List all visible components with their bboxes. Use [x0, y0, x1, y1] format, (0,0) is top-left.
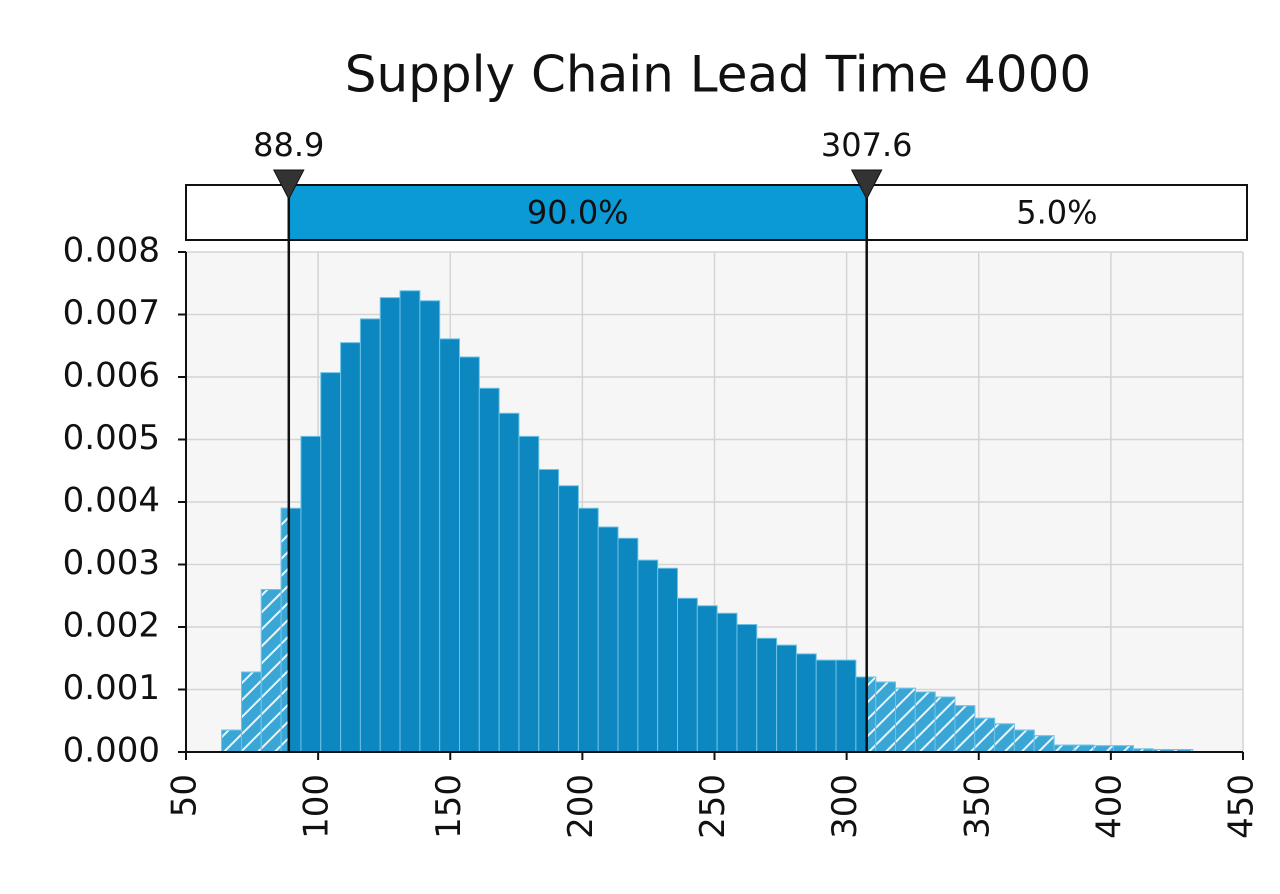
- bar: [577, 507, 599, 753]
- band-label: 90.0%: [527, 194, 629, 232]
- delimiter-label: 307.6: [821, 126, 913, 164]
- x-tick-label: 50: [165, 774, 205, 817]
- delimiter-marker: [272, 169, 305, 201]
- bar: [498, 412, 520, 753]
- x-tick-label: 400: [1089, 774, 1129, 839]
- hatch: [221, 729, 242, 753]
- bar: [776, 644, 797, 753]
- y-tick-label: 0.005: [63, 418, 160, 458]
- bar: [736, 624, 758, 753]
- bar: [340, 342, 361, 753]
- bar: [637, 559, 659, 753]
- bar: [300, 435, 322, 753]
- chart-title: Supply Chain Lead Time 4000: [345, 46, 1092, 104]
- bar: [419, 300, 441, 753]
- delimiter-label: 88.9: [253, 126, 324, 164]
- bar: [835, 659, 857, 753]
- y-tick-label: 0.001: [63, 668, 160, 708]
- y-tick-label: 0.002: [63, 606, 160, 646]
- x-tick-label: 200: [561, 774, 601, 839]
- hatch: [934, 696, 956, 753]
- y-tick-label: 0.007: [63, 293, 160, 333]
- bar: [359, 318, 381, 753]
- bar: [657, 567, 679, 753]
- band-label: 5.0%: [1016, 194, 1097, 232]
- hatch: [974, 717, 996, 753]
- bar: [597, 526, 619, 753]
- x-tick-label: 350: [957, 774, 997, 839]
- bar: [320, 372, 342, 753]
- x-tick-label: 100: [297, 774, 337, 839]
- hatch: [1053, 744, 1075, 753]
- delimiter-marker: [850, 169, 883, 201]
- band-segment: [287, 184, 868, 241]
- y-tick-label: 0.006: [63, 356, 160, 396]
- bar: [696, 605, 718, 753]
- hatch: [994, 723, 1015, 753]
- hatch: [895, 687, 916, 753]
- y-tick-label: 0.008: [63, 231, 160, 271]
- x-tick-label: 250: [693, 774, 733, 839]
- hatch: [1033, 735, 1055, 753]
- y-tick-label: 0.000: [63, 731, 160, 771]
- x-tick-label: 450: [1222, 774, 1262, 839]
- hatch: [914, 691, 936, 753]
- bar: [677, 597, 698, 753]
- bar: [379, 297, 401, 753]
- hatch: [240, 671, 262, 753]
- bar: [558, 485, 579, 753]
- x-tick-label: 150: [429, 774, 469, 839]
- y-tick-label: 0.003: [63, 543, 160, 583]
- hatch: [260, 589, 282, 753]
- bar: [756, 637, 778, 753]
- bar: [716, 612, 738, 753]
- x-tick-label: 300: [825, 774, 865, 839]
- bar: [399, 290, 421, 753]
- bar: [478, 387, 500, 753]
- bar: [518, 435, 540, 753]
- bar: [795, 653, 817, 753]
- y-tick-label: 0.004: [63, 481, 160, 521]
- hatch: [1073, 744, 1095, 753]
- bar: [815, 659, 837, 753]
- bar: [617, 537, 639, 753]
- band-left: [185, 184, 290, 241]
- bar: [458, 356, 480, 753]
- bar: [538, 469, 560, 753]
- hatch: [1013, 729, 1035, 753]
- hatch: [875, 681, 897, 753]
- hatch: [866, 676, 877, 753]
- bar: [439, 338, 460, 753]
- hatch: [954, 705, 976, 753]
